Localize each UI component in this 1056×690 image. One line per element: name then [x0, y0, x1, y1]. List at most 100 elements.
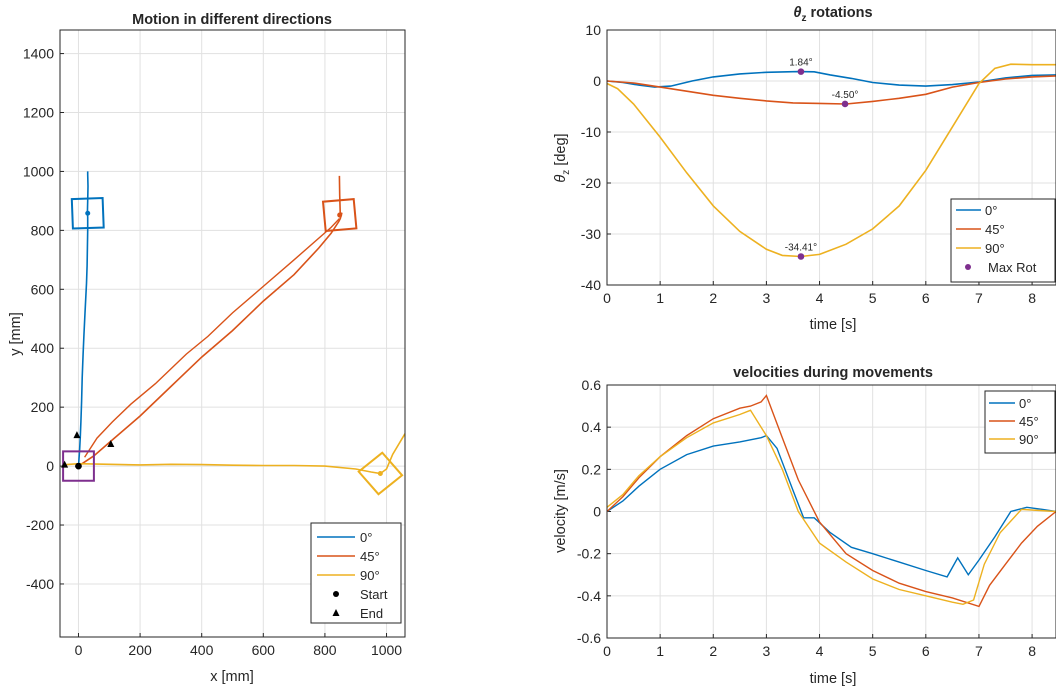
x-tick-label: 5 — [869, 290, 877, 306]
max-rot-marker-0 — [797, 68, 805, 75]
x-tick-label: 4 — [816, 643, 824, 659]
x-tick-label: 2 — [709, 290, 717, 306]
x-tick-label: 8 — [1028, 643, 1036, 659]
rotation-axes-frame — [606, 29, 1056, 286]
x-tick-label: 400 — [190, 642, 214, 658]
legend-label-2: 90° — [1019, 432, 1039, 447]
x-tick-label: 2 — [709, 643, 717, 659]
x-tick-label: 1000 — [371, 642, 402, 658]
max-rot-label-2: -34.41° — [785, 242, 817, 253]
y-tick-label: 400 — [31, 340, 55, 356]
rotation-title-rest: rotations — [807, 5, 873, 21]
x-tick-label: 5 — [869, 643, 877, 659]
end-box-center-0 — [85, 210, 91, 216]
end-box-1 — [321, 198, 358, 233]
trajectory-return-line-1 — [84, 218, 340, 458]
y-tick-label: -30 — [581, 226, 601, 242]
legend-label-3: Start — [360, 587, 388, 602]
y-tick-label: -400 — [26, 576, 54, 592]
motion-axes-frame — [59, 29, 406, 638]
velocity-title: velocities during movements — [733, 365, 933, 381]
y-tick-label: -0.4 — [577, 588, 601, 604]
x-tick-label: 7 — [975, 290, 983, 306]
rotation-ylabel: θz [deg] — [553, 133, 572, 182]
y-tick-label: 0.6 — [582, 377, 602, 393]
y-tick-label: 1000 — [23, 163, 54, 179]
y-tick-label: 10 — [585, 22, 601, 38]
end-marker — [61, 460, 69, 468]
x-tick-label: 4 — [816, 290, 824, 306]
end-marker — [107, 439, 115, 447]
legend-box — [984, 390, 1056, 454]
legend-label-0: 0° — [985, 203, 997, 218]
y-tick-label: -40 — [581, 277, 601, 293]
legend-label-1: 45° — [985, 222, 1005, 237]
y-tick-label: -10 — [581, 124, 601, 140]
rotation-ylabel-theta: θ — [553, 175, 569, 183]
trajectory-line-1 — [78, 175, 343, 467]
legend-label-2: 90° — [985, 241, 1005, 256]
y-tick-label: 0 — [46, 458, 54, 474]
rotation-series: 1.84° -4.50° -34.41° — [606, 58, 1056, 260]
max-rot-marker-2 — [797, 253, 805, 260]
y-tick-label: 0.2 — [582, 461, 602, 477]
velocity-legend: 0° 45° 90° — [984, 390, 1056, 454]
x-tick-label: 800 — [313, 642, 337, 658]
velocity-series — [606, 394, 1056, 608]
velocity-tick-labels: 0 1 2 3 4 5 6 7 8 -0.6 -0.4 -0.2 0 0.2 0.4 0.6 — [577, 377, 1036, 659]
max-rot-label-0: 1.84° — [789, 58, 812, 69]
motion-grid — [60, 30, 405, 637]
motion-ylabel: y [mm] — [8, 312, 24, 356]
x-tick-label: 3 — [763, 643, 771, 659]
legend-label-2: 90° — [360, 568, 380, 583]
legend-label-1: 45° — [1019, 414, 1039, 429]
x-tick-label: 7 — [975, 643, 983, 659]
legend-end-symbol — [332, 609, 340, 616]
rotation-tick-labels: 0 1 2 3 4 5 6 7 8 -40 -30 -20 -10 0 10 — [581, 22, 1036, 306]
velocity-axes-frame — [606, 384, 1056, 639]
y-tick-label: 1400 — [23, 46, 54, 62]
legend-max-rot-symbol — [965, 264, 971, 270]
y-tick-label: 800 — [31, 222, 55, 238]
y-tick-label: 0 — [593, 504, 601, 520]
rotation-title: θz rotations — [793, 5, 872, 24]
trajectory-line-2 — [66, 433, 406, 475]
legend-label-0: 0° — [1019, 396, 1031, 411]
end-box-center-1 — [337, 212, 343, 218]
y-tick-label: 0.4 — [582, 419, 602, 435]
velocity-plot: 0 1 2 3 4 5 6 7 8 -0.6 -0.4 -0.2 0 0.2 0.4 0.6 velociti… — [553, 365, 1056, 687]
trajectory-line-0 — [77, 171, 89, 467]
x-tick-label: 0 — [75, 642, 83, 658]
y-tick-label: 1200 — [23, 105, 54, 121]
x-tick-label: 200 — [128, 642, 152, 658]
motion-series — [61, 171, 406, 496]
x-tick-label: 3 — [763, 290, 771, 306]
end-marker — [73, 431, 81, 439]
legend-label-4: End — [360, 606, 383, 621]
rotation-xlabel: time [s] — [810, 317, 857, 333]
max-rot-marker-1 — [841, 100, 849, 108]
y-tick-label: -0.2 — [577, 546, 601, 562]
x-tick-label: 0 — [603, 643, 611, 659]
x-tick-label: 0 — [603, 290, 611, 306]
rotation-line-1 — [606, 75, 1056, 105]
y-tick-label: 0 — [593, 73, 601, 89]
y-tick-label: -200 — [26, 517, 54, 533]
x-tick-label: 8 — [1028, 290, 1036, 306]
x-tick-label: 6 — [922, 290, 930, 306]
max-rot-label-1: -4.50° — [832, 90, 859, 101]
y-tick-label: -0.6 — [577, 630, 601, 646]
rotation-legend: 0° 45° 90° Max Rot — [950, 198, 1056, 283]
legend-box — [310, 522, 402, 624]
velocity-xlabel: time [s] — [810, 671, 857, 687]
start-marker — [75, 462, 82, 470]
velocity-ylabel: velocity [m/s] — [553, 469, 569, 553]
y-tick-label: 200 — [31, 399, 55, 415]
legend-start-symbol — [333, 591, 339, 597]
end-box-center-2 — [377, 470, 383, 476]
rotation-ylabel-sub: z — [561, 170, 572, 175]
rotation-title-theta: θ — [793, 5, 801, 21]
end-box-0 — [70, 196, 105, 230]
end-box-2 — [357, 451, 404, 496]
